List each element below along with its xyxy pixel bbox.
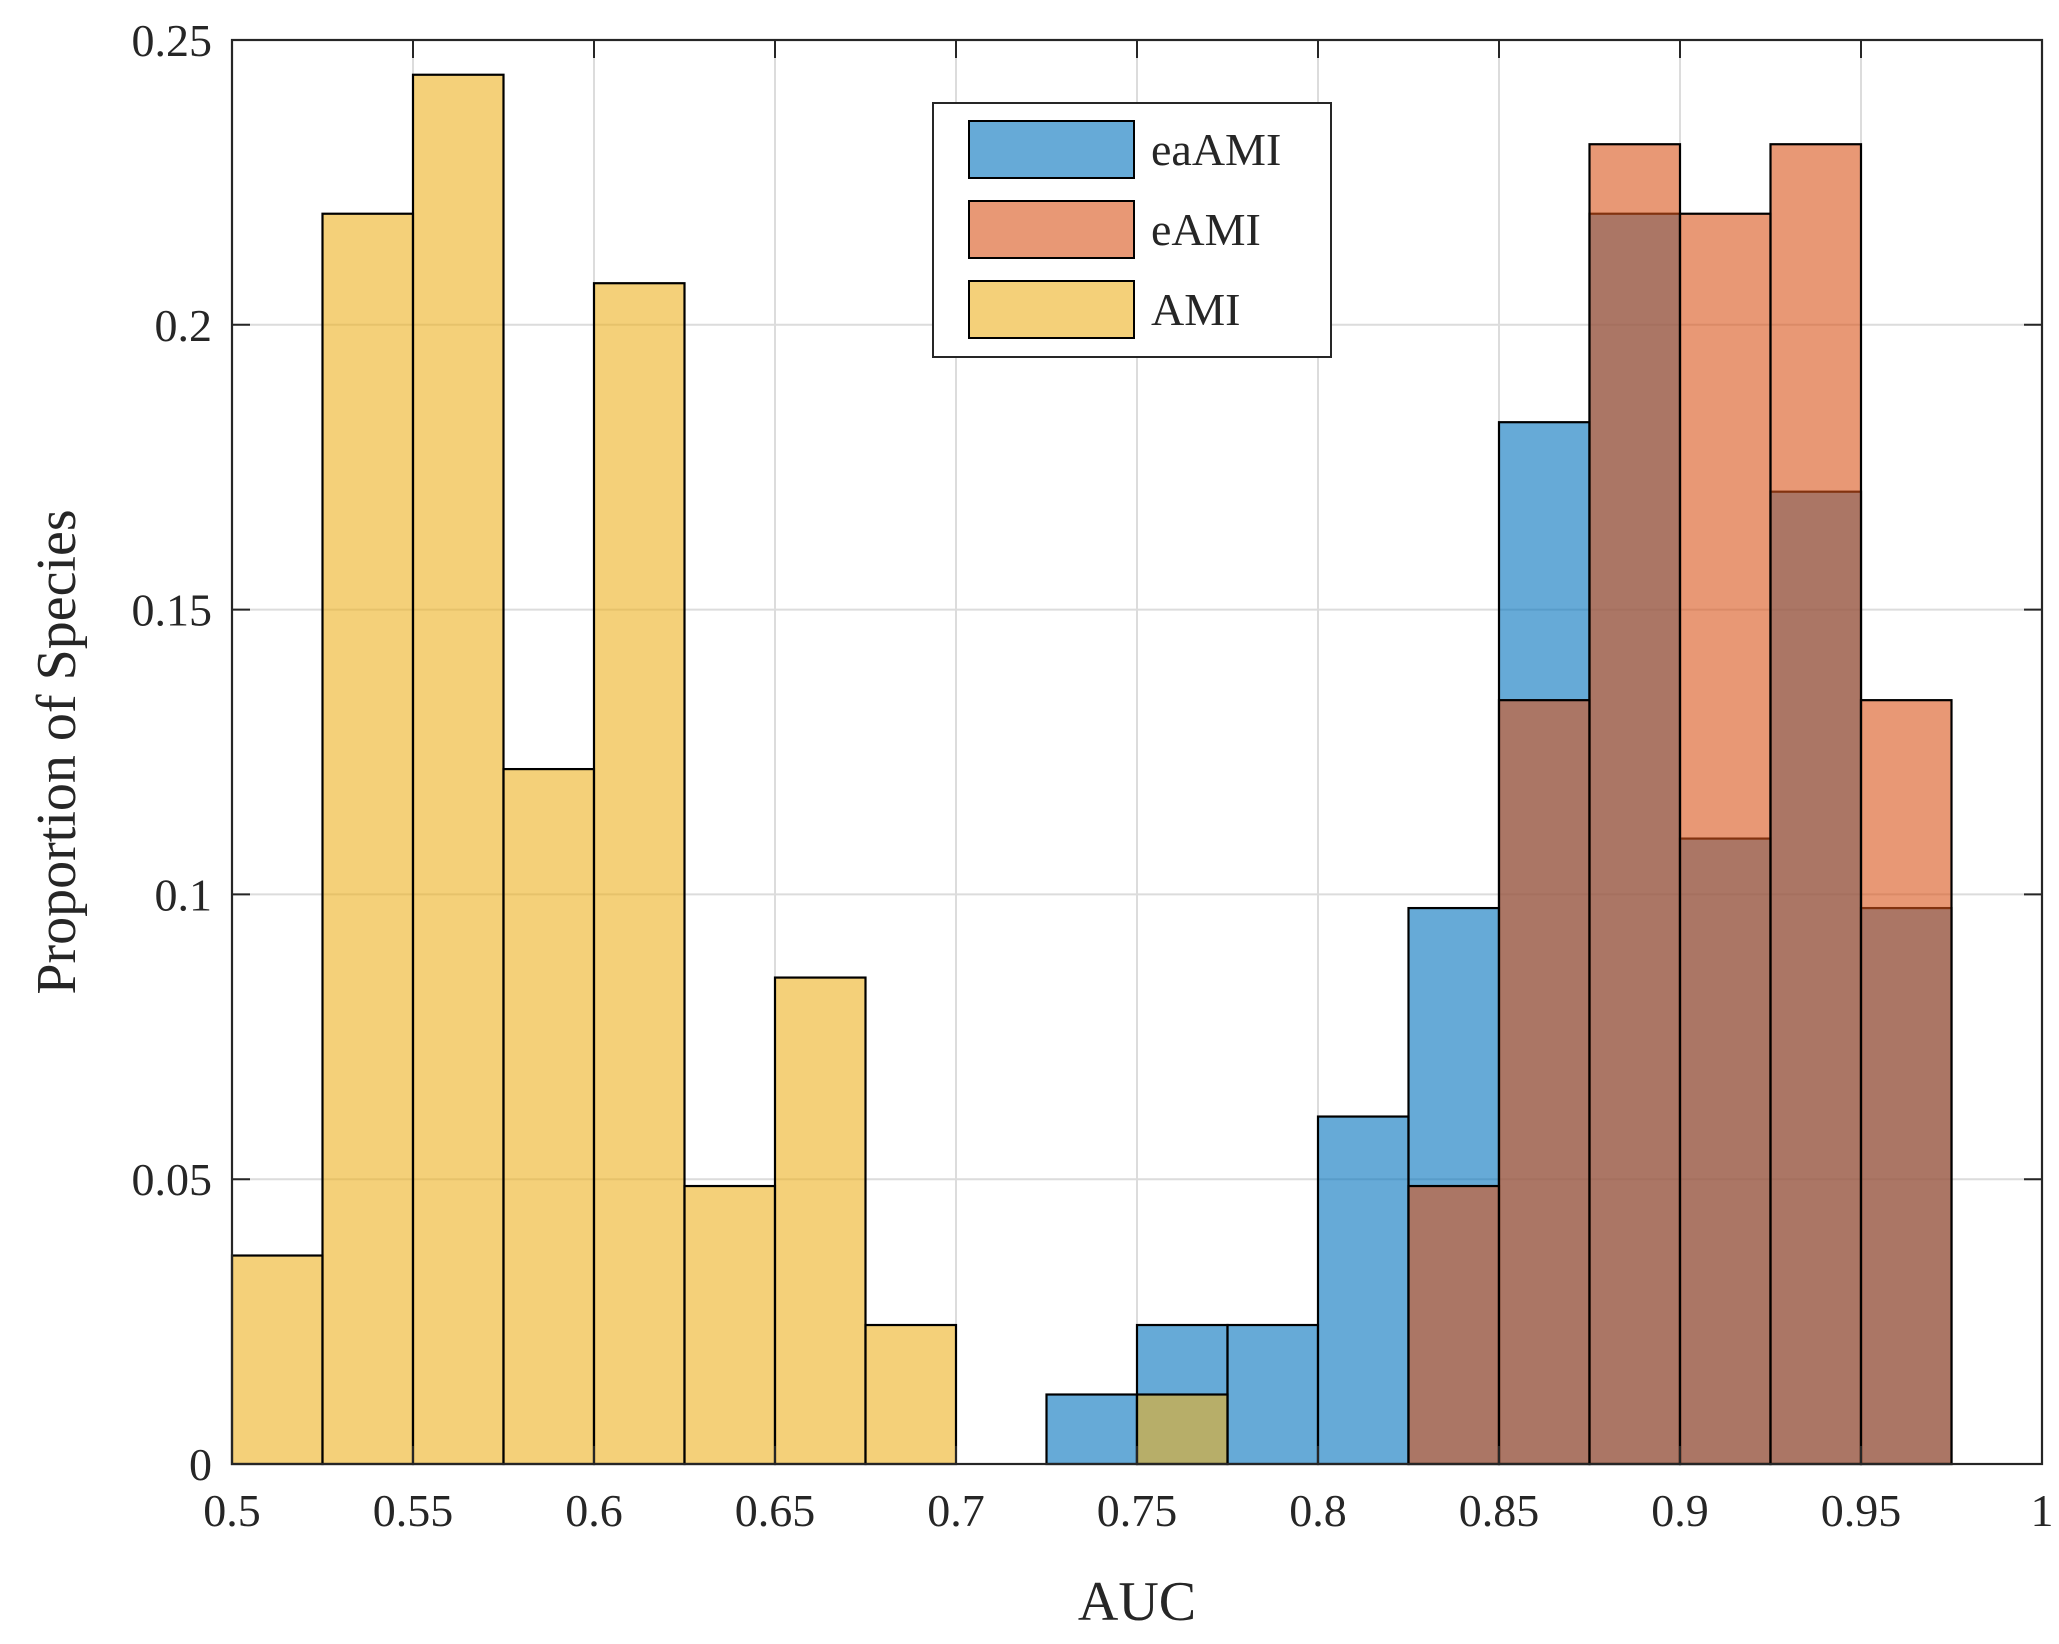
y-tick-label: 0 xyxy=(189,1439,212,1490)
bar-AMI xyxy=(321,212,415,1466)
legend-label-eAMI: eAMI xyxy=(1151,204,1261,255)
x-tick-label: 0.9 xyxy=(1651,1485,1709,1536)
bar-AMI xyxy=(864,1323,958,1466)
x-tick-label: 0.5 xyxy=(203,1485,261,1536)
bar-eAMI xyxy=(1588,143,1682,1466)
bar-eAMI xyxy=(1497,699,1591,1466)
bar-AMI xyxy=(411,73,505,1466)
x-tick-label: 0.55 xyxy=(373,1485,454,1536)
y-axis-title: Proportion of Species xyxy=(26,509,88,994)
x-tick-label: 0.6 xyxy=(565,1485,623,1536)
x-tick-label: 0.85 xyxy=(1459,1485,1540,1536)
bar-eAMI xyxy=(1859,699,1953,1466)
series-AMI xyxy=(230,73,1229,1466)
bar-AMI xyxy=(230,1254,324,1466)
x-tick-label: 0.95 xyxy=(1821,1485,1902,1536)
legend: eaAMI eAMI AMI xyxy=(932,102,1332,358)
bar-eAMI xyxy=(1407,1184,1501,1466)
legend-swatch-eAMI xyxy=(968,200,1135,259)
bar-eAMI xyxy=(1769,143,1863,1466)
legend-swatch-AMI xyxy=(968,280,1135,339)
histogram-bars xyxy=(230,73,1953,1466)
bar-eaAMI xyxy=(1045,1393,1139,1466)
y-tick-label: 0.05 xyxy=(132,1154,213,1205)
tick-marks xyxy=(231,39,2043,1465)
legend-label-eaAMI: eaAMI xyxy=(1151,124,1281,175)
x-tick-label: 0.65 xyxy=(735,1485,816,1536)
y-tick-label: 0.2 xyxy=(155,300,213,351)
x-tick-label: 1 xyxy=(2031,1485,2054,1536)
bar-eAMI xyxy=(1678,212,1772,1466)
bar-AMI xyxy=(683,1184,777,1466)
bar-AMI xyxy=(502,767,596,1466)
x-tick-label: 0.75 xyxy=(1097,1485,1178,1536)
y-tick-label: 0.1 xyxy=(155,869,213,920)
y-tick-label: 0.25 xyxy=(132,15,213,66)
bar-eaAMI xyxy=(1226,1323,1320,1466)
bar-AMI xyxy=(1135,1393,1229,1466)
legend-swatch-eaAMI xyxy=(968,120,1135,179)
x-tick-labels: 0.5 0.55 0.6 0.65 0.7 0.75 0.8 0.85 0.9 0.95 1 xyxy=(203,1485,2053,1536)
x-axis-title: AUC xyxy=(1078,1571,1196,1633)
x-tick-label: 0.8 xyxy=(1289,1485,1347,1536)
bar-AMI xyxy=(592,282,686,1466)
bar-AMI xyxy=(773,976,867,1466)
y-tick-label: 0.15 xyxy=(132,585,213,636)
legend-label-AMI: AMI xyxy=(1151,284,1240,335)
y-tick-labels: 0 0.05 0.1 0.15 0.2 0.25 xyxy=(132,15,213,1490)
x-tick-label: 0.7 xyxy=(927,1485,985,1536)
bar-eaAMI xyxy=(1316,1115,1410,1466)
